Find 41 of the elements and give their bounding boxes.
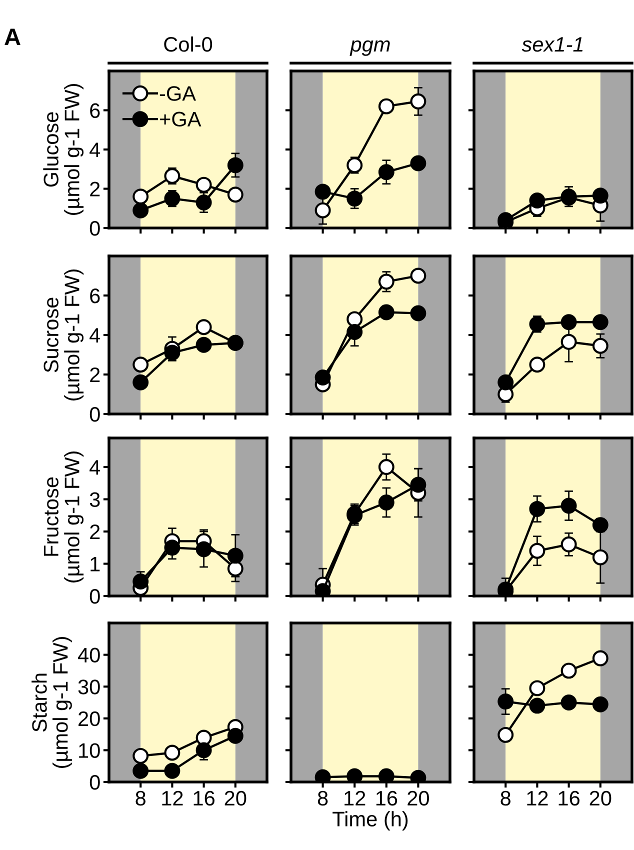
y-tick-label: 0 [90,775,100,790]
x-tick-label: 20 [224,790,246,806]
legend-label: -GA [160,86,196,101]
x-tick-label: 20 [590,790,612,806]
y-tick-label: 2 [90,524,100,540]
x-axis-title: Time (h) [332,811,408,831]
chart-title: sex1-1 [522,37,583,52]
x-tick-label: 8 [318,790,328,806]
y-tick-label: 30 [78,680,100,694]
y-tick-label: 0 [90,221,100,236]
x-tick-label: 16 [376,790,398,806]
y-tick-label: 0 [90,407,100,422]
y-tick-label: 6 [90,103,100,118]
x-tick-label: 12 [344,790,366,806]
y-axis-title: Fructose (µmol g-1 FW) [44,452,84,582]
y-tick-label: 2 [90,368,100,382]
y-axis-title: Sucrose (µmol g-1 FW) [44,270,84,400]
x-tick-label: 8 [500,790,510,806]
y-tick-label: 20 [78,711,100,726]
chart-title: pgm [350,40,390,56]
y-tick-label: 10 [79,743,100,758]
text: A [4,28,20,45]
y-tick-label: 2 [90,182,100,196]
legend-label: +GA [160,112,202,127]
y-tick-label: 4 [90,460,100,475]
y-tick-label: 4 [90,142,100,158]
y-tick-label: 40 [78,648,100,663]
y-tick-label: 6 [90,288,100,304]
chart-title: Col-0 [164,36,212,52]
y-tick-label: 3 [90,492,100,508]
x-tick-label: 20 [408,790,429,806]
y-axis-title: Starch (µmol g-1 FW) [32,637,72,768]
y-tick-label: 0 [90,589,100,604]
x-tick-label: 8 [136,790,146,806]
x-tick-label: 16 [558,790,580,806]
x-tick-label: 12 [527,790,548,806]
x-tick-label: 16 [194,790,214,806]
y-tick-label: 1 [90,556,100,572]
y-axis-title: Glucose (µmol g-1 FW) [43,84,84,215]
x-tick-label: 12 [162,790,183,806]
y-tick-label: 4 [90,328,100,343]
